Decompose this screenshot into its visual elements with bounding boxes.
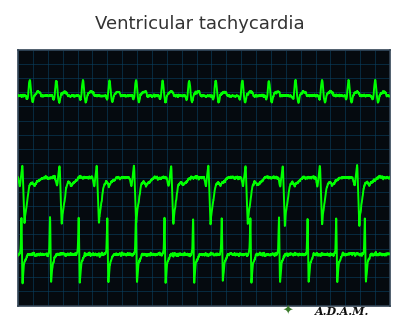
Text: ✦: ✦ [282, 305, 293, 318]
Text: A.D.A.M.: A.D.A.M. [315, 306, 370, 317]
Text: Ventricular tachycardia: Ventricular tachycardia [95, 15, 305, 33]
